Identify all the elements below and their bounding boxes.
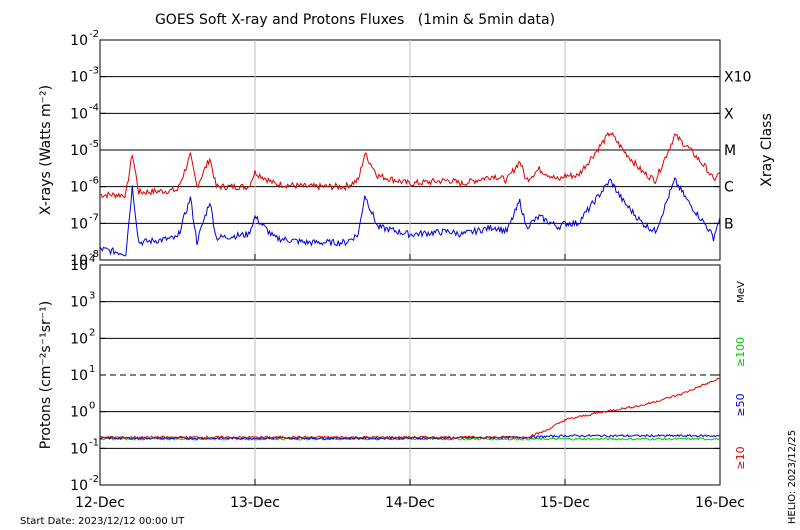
y-tick-exponent: 0 [89,401,95,412]
xray-class-label: X [724,106,734,122]
xray-class-label: X10 [724,70,751,86]
y-tick-exponent: -5 [89,139,99,150]
xray-series-1 [99,177,721,257]
xray-grid [99,39,721,261]
y-tick-exponent: 2 [89,327,95,338]
xray-class-label: M [724,143,736,159]
proton-grid [99,264,721,486]
y-tick-label: 10 [70,295,88,311]
y-tick-exponent: -3 [89,66,99,77]
y-tick-exponent: -4 [89,102,99,113]
y-tick-exponent: -2 [89,474,99,485]
proton-channel-label: ≥10 [734,446,747,469]
start-date-label: Start Date: 2023/12/12 00:00 UT [20,516,185,527]
y-tick-label: 10 [70,106,88,122]
y-tick-exponent: 1 [89,364,95,375]
xray-series-group [99,131,721,257]
chart-title: GOES Soft X-ray and Protons Fluxes (1min… [155,12,555,28]
y-tick-label: 10 [70,368,88,384]
right-labels: B C M X X10 ≥100 ≥50 ≥10 [724,70,751,470]
xray-class-axis-title: Xray Class [759,113,775,187]
mev-unit-label: MeV [736,281,747,303]
y-tick-label: 10 [70,405,88,421]
y-tick-label: 10 [70,258,88,274]
x-tick-label: 13-Dec [230,495,280,511]
y-tick-label: 10 [70,216,88,232]
y-tick-label: 10 [70,441,88,457]
y-tick-exponent: -8 [89,249,99,260]
y-tick-label: 10 [70,70,88,86]
y-tick-exponent: 3 [89,291,95,302]
x-tick-label: 14-Dec [385,495,435,511]
xray-class-label: B [724,216,734,232]
proton-series-group [99,378,721,442]
y-tick-exponent: 4 [89,254,95,265]
y-tick-label: 10 [70,180,88,196]
y-tick-label: 10 [70,143,88,159]
proton-y-axis-label: Protons (cm⁻²s⁻¹sr⁻¹) [38,301,54,450]
y-tick-exponent: -6 [89,176,99,187]
y-tick-exponent: -1 [89,437,99,448]
y-tick-label: 10 [70,331,88,347]
xray-class-label: C [724,180,734,196]
y-tick-exponent: -2 [89,29,99,40]
xray-series-0 [99,131,721,200]
y-tick-label: 10 [70,253,88,269]
x-tick-labels: 12-Dec 13-Dec 14-Dec 15-Dec 16-Dec [75,495,745,511]
x-tick-label: 16-Dec [695,495,745,511]
y-tick-exponent: -7 [89,212,99,223]
helio-date-label: HELIO: 2023/12/25 [787,430,798,524]
y-tick-label: 10 [70,33,88,49]
x-tick-label: 15-Dec [540,495,590,511]
x-tick-label: 12-Dec [75,495,125,511]
proton-series-2 [99,378,721,440]
xray-y-axis-label: X-rays (Watts m⁻²) [38,85,54,215]
proton-channel-label: ≥50 [734,393,747,416]
y-tick-label: 10 [70,478,88,494]
xray-tick-labels: 10-810-710-610-510-410-310-2 [70,29,99,269]
proton-channel-label: ≥100 [734,337,747,367]
